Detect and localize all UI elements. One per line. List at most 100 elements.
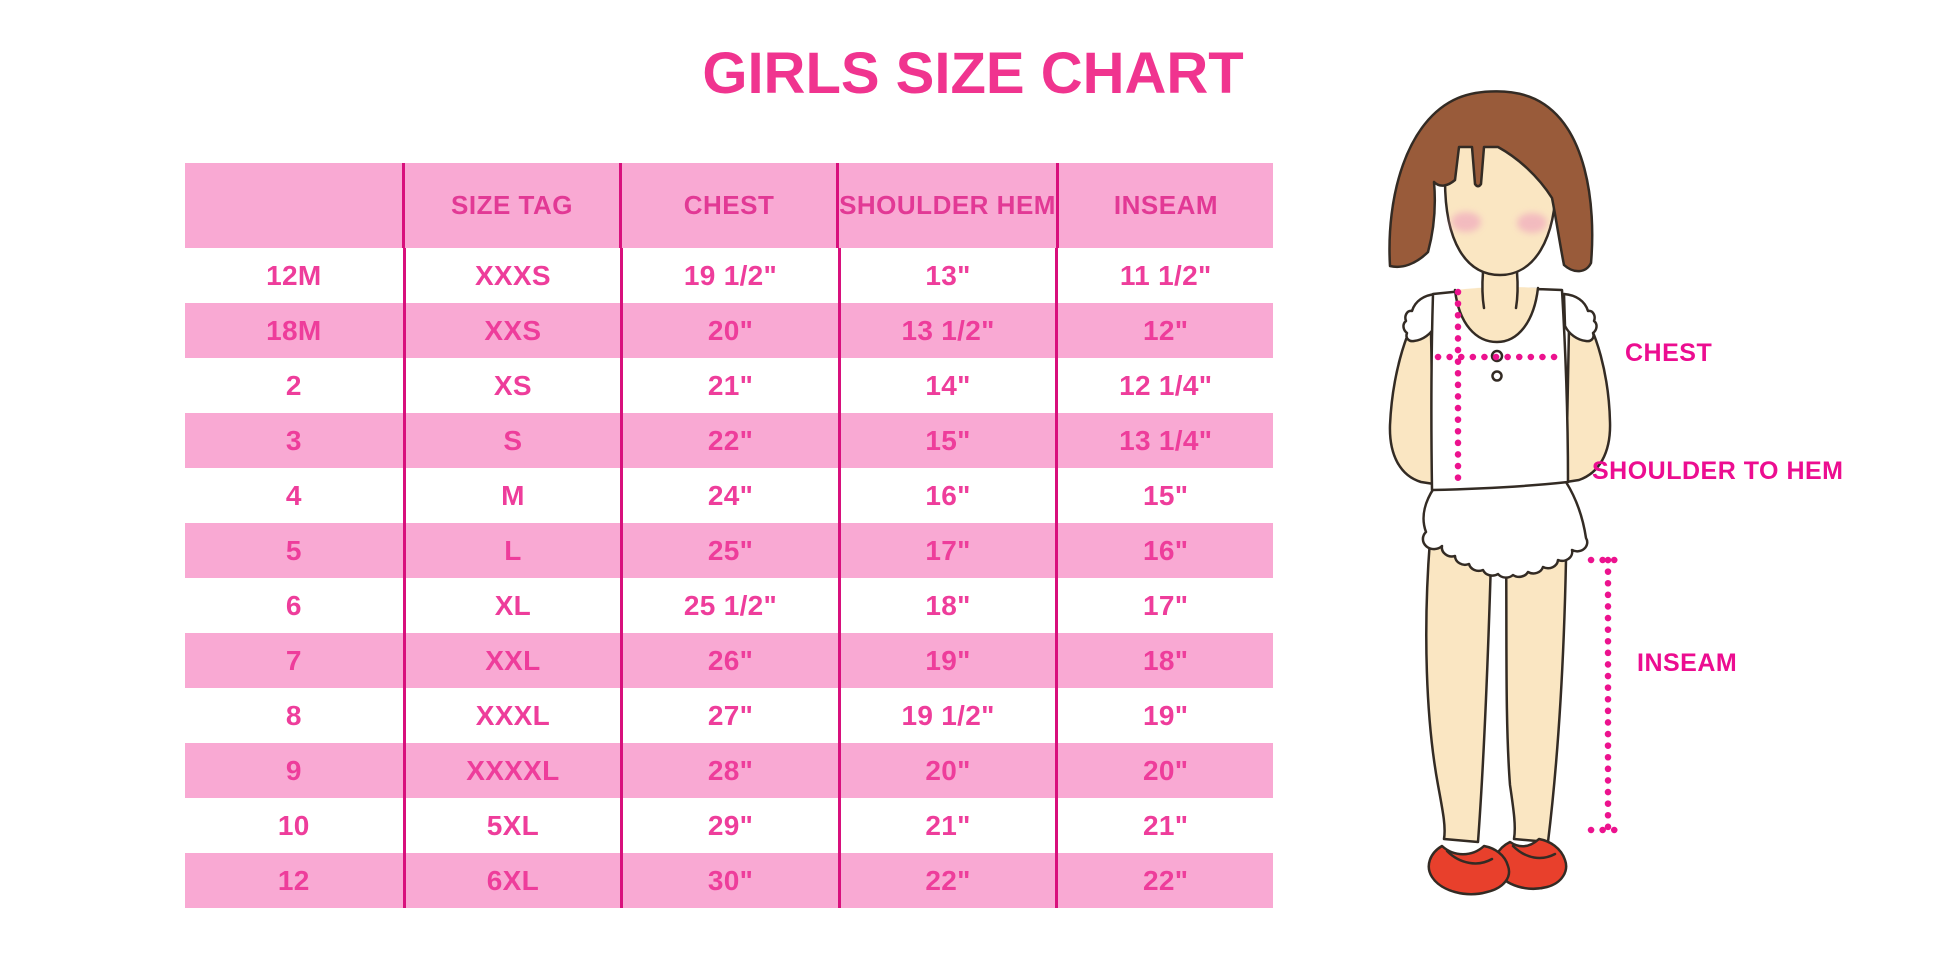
table-cell: 22" [837, 853, 1056, 908]
row-size-label: 10 [277, 809, 310, 841]
table-cell: XXXXL [402, 743, 621, 798]
left-shoulder-ruffle [1402, 292, 1438, 343]
row-size-label: 5 [285, 534, 302, 566]
column-header-inseam: INSEAM [1055, 163, 1273, 248]
size-table: SIZE TAG CHEST SHOULDER HEM INSEAM 12M XX… [185, 163, 1273, 908]
girl-illustration-svg [1388, 90, 1627, 896]
table-cell: 25 1/2" [620, 578, 838, 633]
row-size-label: 3 [285, 424, 302, 456]
right-leg [1504, 536, 1569, 844]
neck-line-left [1481, 270, 1486, 310]
table-row: 4 M 24" 16" 15" [185, 468, 1273, 523]
table-row: 3 S 22" 15" 13 1/4" [185, 413, 1273, 468]
table-cell: 30" [620, 853, 838, 908]
table-row: 5 L 25" 17" 16" [185, 523, 1273, 578]
table-cell: S [402, 413, 621, 468]
table-cell: 19 1/2" [837, 688, 1056, 743]
left-leg [1425, 538, 1493, 844]
table-cell: 11 1/2" [1055, 248, 1273, 303]
row-size-label: 2 [285, 369, 302, 401]
table-cell: 18" [1055, 633, 1273, 688]
table-row: 10 5XL 29" 21" 21" [185, 798, 1273, 853]
table-cell: 19 1/2" [620, 248, 838, 303]
right-blush [1517, 213, 1547, 233]
column-header-chest: CHEST [619, 163, 836, 248]
right-shoulder-ruffle [1562, 292, 1598, 343]
table-cell: 24" [620, 468, 838, 523]
neck-line-right [1514, 270, 1519, 310]
table-cell: 20" [620, 303, 838, 358]
table-cell: 26" [620, 633, 838, 688]
hair [1388, 90, 1594, 273]
measurement-lines [1434, 288, 1627, 834]
table-cell: 29" [620, 798, 838, 853]
row-size-label: 8 [285, 699, 302, 731]
table-row: 6 XL 25 1/2" 18" 17" [185, 578, 1273, 633]
table-row: 9 XXXXL 28" 20" 20" [185, 743, 1273, 798]
size-table-body: 12M XXXS 19 1/2" 13" 11 1/2" 18M XXS 20" 13 1/2"… [185, 248, 1273, 908]
table-cell: 6XL [402, 853, 621, 908]
table-row: 18M XXS 20" 13 1/2" 12" [185, 303, 1273, 358]
table-row: 12 6XL 30" 22" 22" [185, 853, 1273, 908]
shoulder-to-hem-label: SHOULDER TO HEM [1592, 457, 1844, 485]
table-cell: 28" [620, 743, 838, 798]
right-shoe-strap [1511, 844, 1557, 860]
table-cell: 12" [1055, 303, 1273, 358]
row-size-label: 4 [285, 479, 302, 511]
table-cell: 22" [620, 413, 838, 468]
table-cell: 15" [837, 413, 1056, 468]
table-cell: 18" [837, 578, 1056, 633]
page-title: GIRLS SIZE CHART [702, 41, 1244, 106]
girl-measurement-illustration [1360, 70, 1860, 930]
left-shoe-strap [1445, 849, 1494, 865]
table-cell: 27" [620, 688, 838, 743]
table-row: 7 XXL 26" 19" 18" [185, 633, 1273, 688]
table-cell: 22" [1055, 853, 1273, 908]
table-cell: 25" [620, 523, 838, 578]
left-blush [1451, 212, 1481, 232]
table-cell: 13" [837, 248, 1056, 303]
row-size-label: 12M [266, 259, 322, 291]
table-row: 2 XS 21" 14" 12 1/4" [185, 358, 1273, 413]
row-size-label: 6 [285, 589, 302, 621]
table-cell: XS [402, 358, 621, 413]
table-row: 8 XXXL 27" 19 1/2" 19" [185, 688, 1273, 743]
neckline-curve [1453, 286, 1540, 344]
table-cell: 19" [1055, 688, 1273, 743]
row-size-label: 7 [285, 644, 302, 676]
table-cell: 21" [620, 358, 838, 413]
left-shoe [1427, 844, 1511, 896]
column-header-shoulder-hem: SHOULDER HEM [836, 163, 1056, 248]
table-cell: XXS [402, 303, 621, 358]
table-cell: 20" [837, 743, 1056, 798]
bottom-button [1491, 370, 1503, 382]
table-cell: XXXL [402, 688, 621, 743]
table-cell: 17" [837, 523, 1056, 578]
table-cell: L [402, 523, 621, 578]
table-cell: XXL [402, 633, 621, 688]
row-size-label: 12 [277, 864, 310, 896]
table-cell: XL [402, 578, 621, 633]
table-cell: 21" [1055, 798, 1273, 853]
table-cell: 14" [837, 358, 1056, 413]
table-cell: 19" [837, 633, 1056, 688]
row-size-label: 18M [266, 314, 322, 346]
chest-label: CHEST [1625, 339, 1713, 367]
table-cell: 21" [837, 798, 1056, 853]
table-cell: 12 1/4" [1055, 358, 1273, 413]
column-header-size-tag: SIZE TAG [402, 163, 619, 248]
table-cell: 15" [1055, 468, 1273, 523]
column-header-blank [185, 163, 402, 248]
table-row: 12M XXXS 19 1/2" 13" 11 1/2" [185, 248, 1273, 303]
table-cell: 13 1/2" [837, 303, 1056, 358]
girl-figure [1388, 90, 1612, 896]
table-cell: 17" [1055, 578, 1273, 633]
table-cell: XXXS [402, 248, 621, 303]
row-size-label: 9 [285, 754, 302, 786]
table-cell: M [402, 468, 621, 523]
inseam-label: INSEAM [1637, 649, 1738, 677]
table-cell: 16" [1055, 523, 1273, 578]
table-cell: 16" [837, 468, 1056, 523]
skirt [1421, 480, 1589, 579]
